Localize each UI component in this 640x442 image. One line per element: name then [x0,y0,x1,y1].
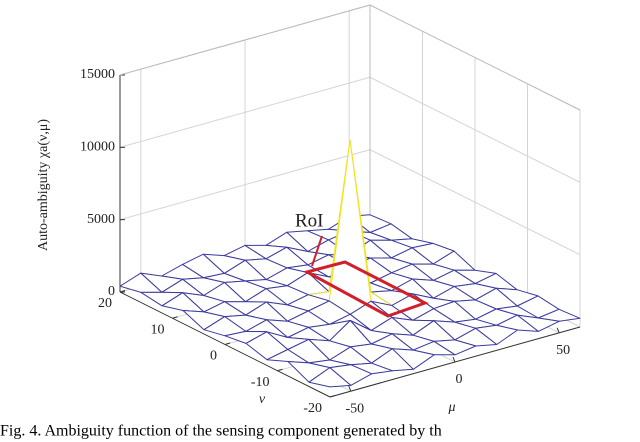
surface-patch [308,367,352,388]
roi-box [302,260,429,318]
roi-leader [311,235,323,267]
z-tick-label: 10000 [80,140,115,155]
axis-line [119,291,331,398]
y-tick [224,342,231,345]
z-tick-label: 5000 [87,212,115,227]
caption: Fig. 4. Ambiguity function of the sensin… [0,423,442,440]
axis-line [329,326,581,398]
grid-line [119,4,581,111]
z-tick-label: 15000 [80,67,115,82]
y-tick-label: 10 [151,322,165,337]
z-tick-label: 0 [108,284,115,299]
y-tick [172,316,178,319]
axis-line [119,4,371,76]
y-tick [277,368,283,372]
y-tick-label: -20 [303,401,322,416]
x-tick [452,356,456,363]
x-axis-label: μ [447,400,455,415]
y-axis-label: ν [259,392,266,407]
y-tick-label: -10 [251,375,270,390]
x-tick [556,327,560,334]
axis-line [369,4,581,111]
roi-label: RoI [295,210,324,231]
y-tick [119,290,126,293]
y-tick-label: 0 [210,349,217,364]
x-tick-label: -50 [345,401,364,416]
x-tick [348,385,352,392]
z-axis-label: Auto-ambiguity χa(ν,μ) [36,119,51,251]
x-tick-label: 0 [456,372,463,387]
x-tick-label: 50 [556,343,570,358]
y-tick-label: 20 [98,296,112,311]
